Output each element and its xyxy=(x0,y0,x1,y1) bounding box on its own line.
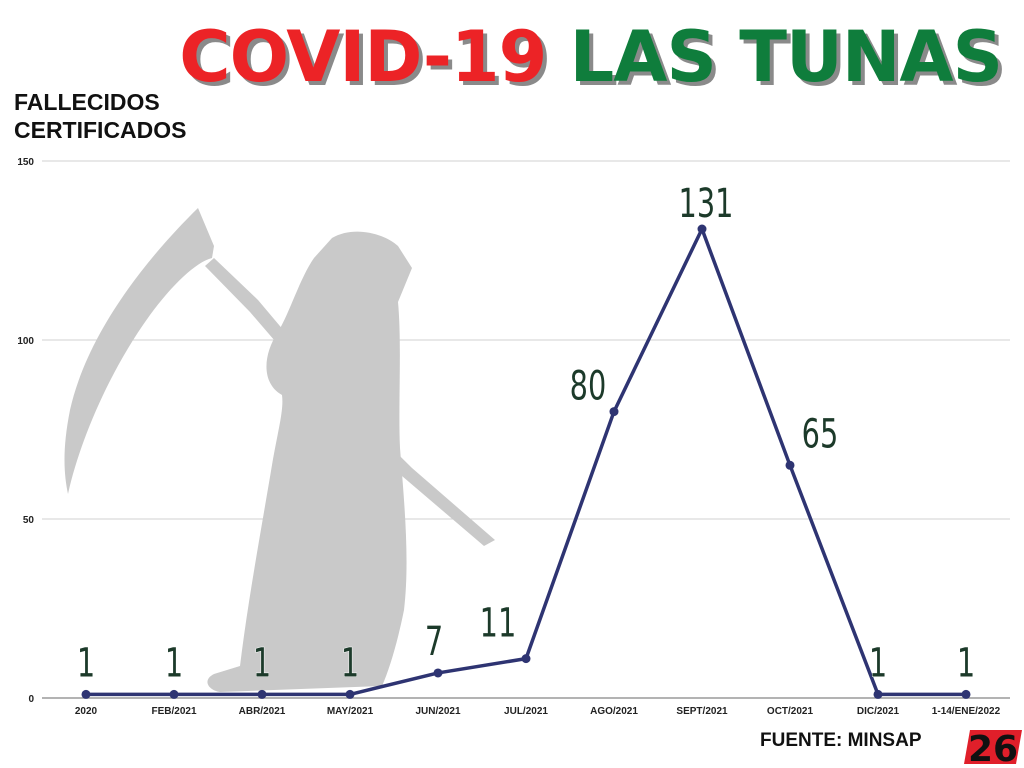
title-part-covid: COVID-19 xyxy=(179,16,547,98)
data-point xyxy=(609,407,619,417)
data-point xyxy=(257,689,267,699)
logo-26-icon: 26 xyxy=(964,729,1022,766)
x-tick-label: OCT/2021 xyxy=(767,706,814,717)
y-tick-label: 150 xyxy=(17,157,34,168)
data-point xyxy=(785,460,795,470)
y-tick-label: 100 xyxy=(17,336,34,347)
data-points xyxy=(81,224,971,699)
data-label: 11 xyxy=(480,601,517,647)
data-point xyxy=(81,689,91,699)
x-tick-label: JUL/2021 xyxy=(504,706,548,717)
data-label: 1 xyxy=(341,641,359,687)
x-tick-label: AGO/2021 xyxy=(590,706,638,717)
title-part-las-tunas: LAS TUNAS xyxy=(569,16,1003,98)
data-label: 65 xyxy=(802,412,839,458)
data-label: 1 xyxy=(957,641,975,687)
x-tick-label: ABR/2021 xyxy=(239,706,286,717)
grim-reaper-silhouette-icon xyxy=(64,208,495,692)
grid-lines xyxy=(42,160,1010,699)
data-label: 131 xyxy=(679,181,734,227)
x-tick-label: FEB/2021 xyxy=(151,706,196,717)
series-line xyxy=(86,227,966,697)
chart-title: COVID-19 LAS TUNAS xyxy=(179,22,1003,92)
y-axis-title: FALLECIDOS CERTIFICADOS xyxy=(14,88,187,144)
y-tick-label: 50 xyxy=(23,515,35,526)
data-label: 1 xyxy=(869,641,887,687)
x-tick-label: 2020 xyxy=(75,706,98,717)
x-axis-tick-labels: 2020 FEB/2021 ABR/2021 MAY/2021 JUN/2021 JUL/… xyxy=(75,706,1001,717)
x-tick-label: 1-14/ENE/2022 xyxy=(932,706,1001,717)
x-tick-label: JUN/2021 xyxy=(415,706,460,717)
x-tick-label: MAY/2021 xyxy=(327,706,374,717)
data-point xyxy=(873,689,883,699)
x-tick-label: DIC/2021 xyxy=(857,706,900,717)
data-label: 1 xyxy=(77,641,95,687)
y-axis-title-line-2: CERTIFICADOS xyxy=(14,117,187,143)
y-axis-title-line-1: FALLECIDOS xyxy=(14,89,160,115)
y-axis-tick-labels: 0 50 100 150 xyxy=(17,157,34,705)
source-note: FUENTE: MINSAP xyxy=(760,730,922,751)
data-label: 1 xyxy=(165,641,183,687)
data-point xyxy=(345,689,355,699)
data-point xyxy=(697,224,707,234)
data-label: 1 xyxy=(253,641,271,687)
y-tick-label: 0 xyxy=(28,694,34,705)
x-tick-label: SEPT/2021 xyxy=(676,706,728,717)
data-point xyxy=(961,689,971,699)
data-point xyxy=(433,668,443,678)
logo-text: 26 xyxy=(968,729,1018,766)
data-label: 7 xyxy=(425,619,443,665)
data-point xyxy=(169,689,179,699)
data-point xyxy=(521,654,531,664)
data-label: 80 xyxy=(570,364,607,410)
